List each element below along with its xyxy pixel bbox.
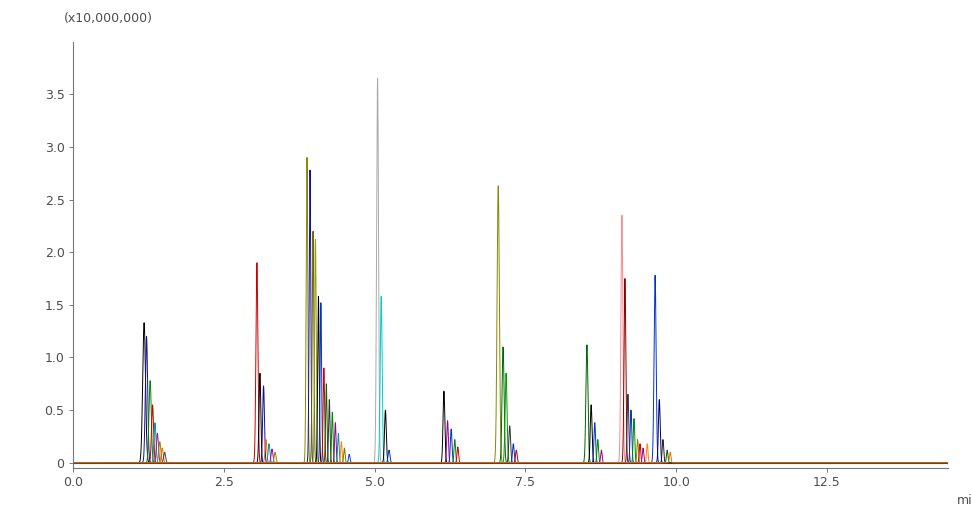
Text: (x10,000,000): (x10,000,000) <box>64 11 154 24</box>
Text: min: min <box>956 493 972 506</box>
